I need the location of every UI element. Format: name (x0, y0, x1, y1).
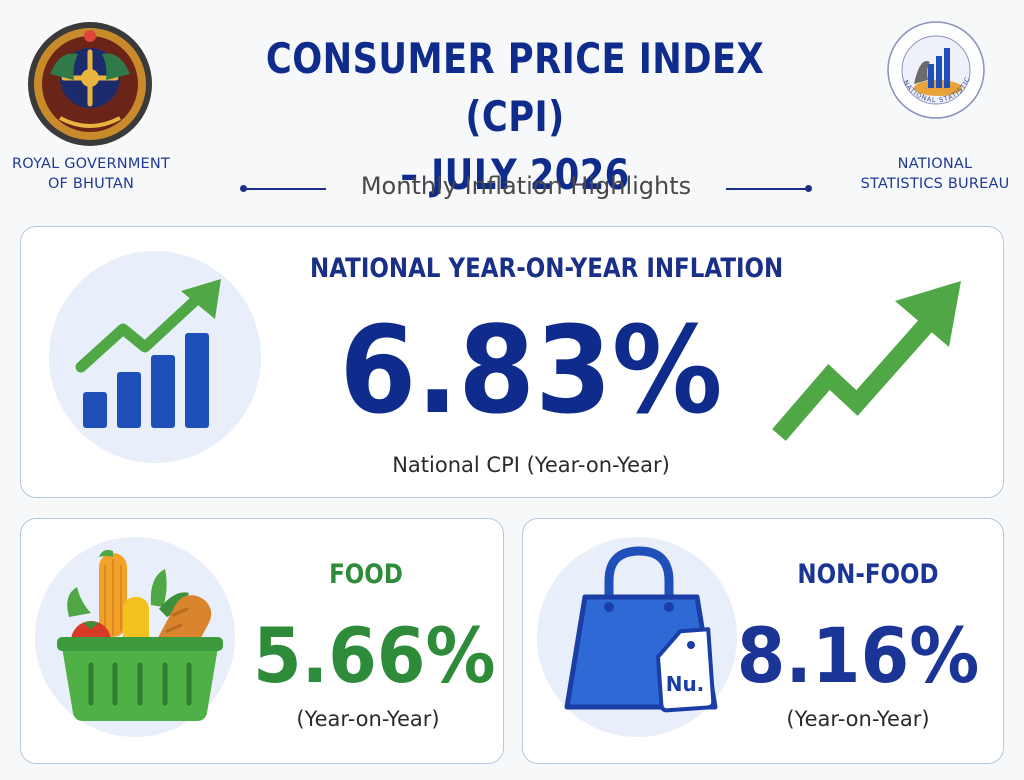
price-tag-icon: Nu. (656, 627, 716, 713)
title-line2: – JULY 2026 (400, 150, 630, 199)
non-food-inflation-card: Nu. NON-FOOD 8.16% (Year-on-Year) (522, 518, 1004, 764)
shopping-bag-icon: Nu. (564, 546, 718, 713)
national-caption: National CPI (Year-on-Year) (392, 453, 670, 477)
subtitle-rule-right (726, 188, 808, 190)
subtitle-block: Monthly Inflation Highlights (236, 170, 816, 206)
subtitle-rule-left (244, 188, 326, 190)
bar-chart-trend-up-icon (75, 279, 221, 428)
non-food-inflation-value: 8.16% (736, 611, 980, 700)
title-line1: CONSUMER PRICE INDEX (CPI) (265, 34, 765, 141)
page-subtitle: Monthly Inflation Highlights (360, 172, 692, 200)
left-org-line1: ROYAL GOVERNMENT (11, 156, 170, 172)
non-food-caption: (Year-on-Year) (786, 707, 930, 731)
national-inflation-card: NATIONAL YEAR-ON-YEAR INFLATION 6.83% Na… (20, 226, 1004, 498)
right-organization-name: NATIONAL STATISTICS BUREAU (846, 154, 1024, 194)
price-tag-label: Nu. (666, 672, 705, 696)
food-inflation-value: 5.66% (253, 611, 496, 700)
trend-up-arrow-icon (772, 281, 961, 441)
right-org-line1: NATIONAL (897, 156, 973, 172)
national-heading: NATIONAL YEAR-ON-YEAR INFLATION (310, 253, 784, 284)
food-heading: FOOD (329, 559, 403, 590)
page-title: CONSUMER PRICE INDEX (CPI) – JULY 2026 (225, 30, 805, 204)
subtitle-dot-left (240, 185, 247, 192)
left-organization-name: ROYAL GOVERNMENT OF BHUTAN (0, 154, 182, 194)
national-inflation-value: 6.83% (339, 302, 723, 441)
subtitle-dot-right (805, 185, 812, 192)
right-org-line2: STATISTICS BUREAU (860, 176, 1010, 192)
food-inflation-card: FOOD 5.66% (Year-on-Year) (20, 518, 504, 764)
food-caption: (Year-on-Year) (296, 707, 440, 731)
left-org-line2: OF BHUTAN (47, 176, 135, 192)
grocery-basket-icon (57, 549, 223, 721)
nsb-seal-icon: NATIONAL STATISTICS BUREAU (884, 18, 985, 119)
royal-emblem-icon (28, 22, 152, 146)
non-food-heading: NON-FOOD (797, 559, 939, 590)
